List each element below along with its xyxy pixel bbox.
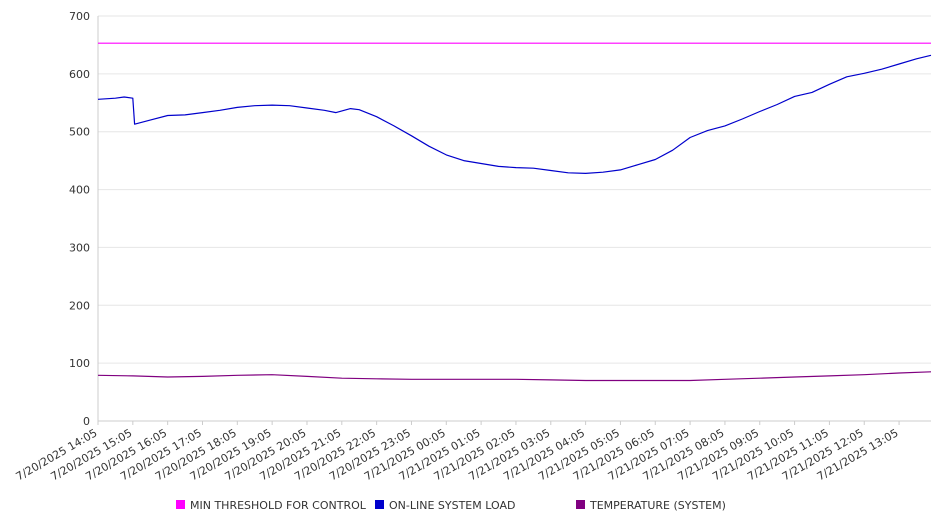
series-line [97, 54, 932, 174]
legend-swatch [176, 500, 185, 509]
y-tick-label: 500 [69, 126, 90, 139]
grid-lines [98, 15, 931, 364]
legend-label: MIN THRESHOLD FOR CONTROL [190, 499, 367, 512]
y-tick-label: 600 [69, 68, 90, 81]
series-line [97, 371, 932, 382]
y-axis-ticks: 0 100 200 300 400 500 600 700 [69, 10, 90, 428]
y-tick-label: 300 [69, 241, 90, 254]
legend-label: ON-LINE SYSTEM LOAD [389, 499, 515, 512]
legend: MIN THRESHOLD FOR CONTROL ON-LINE SYSTEM … [176, 499, 726, 512]
legend-label: TEMPERATURE (SYSTEM) [589, 499, 726, 512]
legend-swatch [375, 500, 384, 509]
axes [97, 16, 931, 422]
y-tick-label: 0 [83, 415, 90, 428]
plot-area [97, 42, 932, 382]
y-tick-label: 700 [69, 10, 90, 23]
legend-swatch [576, 500, 585, 509]
y-tick-label: 200 [69, 299, 90, 312]
y-tick-label: 100 [69, 357, 90, 370]
y-tick-label: 400 [69, 184, 90, 197]
x-axis-ticks: 7/20/2025 14:057/20/2025 15:057/20/2025 … [14, 421, 901, 483]
